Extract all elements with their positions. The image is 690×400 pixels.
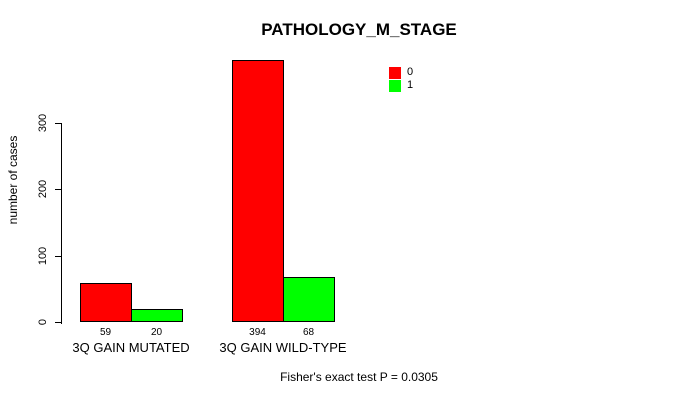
bar-value-label: 59 <box>99 327 112 338</box>
y-axis-tick <box>55 322 61 323</box>
bar-series0-group1 <box>232 60 284 322</box>
legend-label-0: 0 <box>407 66 414 78</box>
bar-value-label: 20 <box>150 327 163 338</box>
fisher-test-footnote: Fisher's exact test P = 0.0305 <box>280 370 438 384</box>
category-label: 3Q GAIN WILD-TYPE <box>219 340 347 355</box>
legend-item-0: 0 <box>389 66 413 79</box>
y-tick-label: 0 <box>37 318 49 326</box>
y-axis-tick <box>55 123 61 124</box>
legend-swatch-green <box>389 79 401 92</box>
category-label: 3Q GAIN MUTATED <box>72 340 190 355</box>
legend-item-1: 1 <box>389 79 413 92</box>
y-tick-label: 300 <box>37 113 49 133</box>
bar-value-label: 68 <box>302 327 315 338</box>
legend-swatch-red <box>389 66 401 79</box>
bar-series0-group0 <box>80 283 132 322</box>
y-tick-label: 100 <box>37 246 49 266</box>
y-tick-label: 200 <box>37 179 49 199</box>
bar-value-label: 394 <box>249 327 266 338</box>
y-axis-tick <box>55 256 61 257</box>
legend: 0 1 <box>389 66 413 92</box>
y-axis-tick <box>55 189 61 190</box>
legend-label-1: 1 <box>407 79 414 91</box>
chart-title: PATHOLOGY_M_STAGE <box>261 20 457 39</box>
bar-series1-group1 <box>283 277 335 322</box>
bar-series1-group0 <box>131 309 183 322</box>
y-axis-line <box>61 123 62 324</box>
